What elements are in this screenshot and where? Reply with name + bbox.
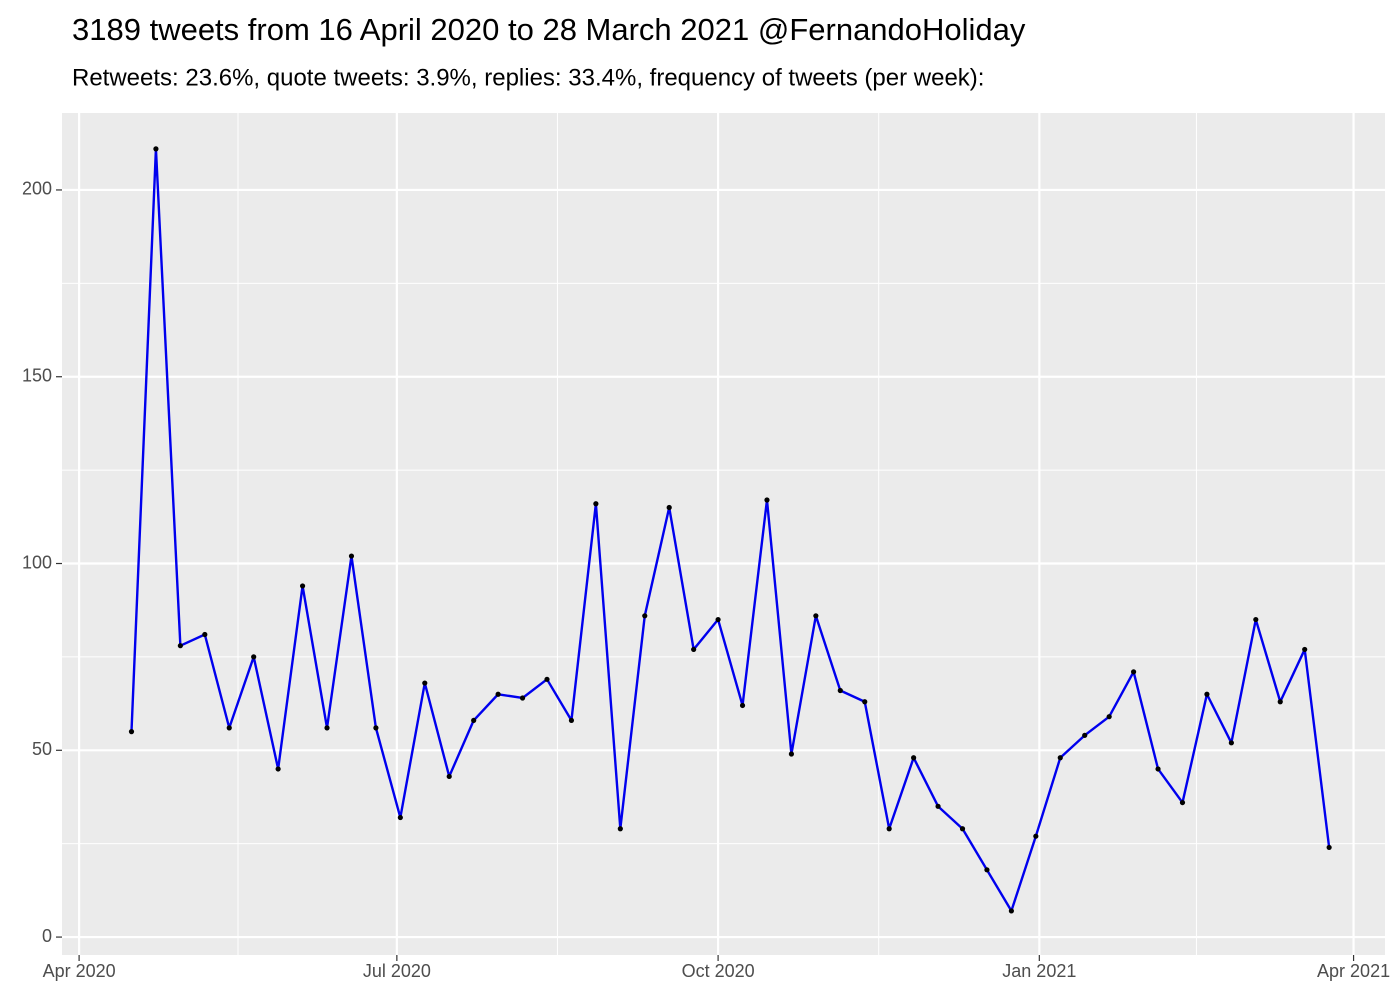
point (959, 826, 966, 832)
point (1302, 646, 1308, 653)
x-tick-label: Apr 2020 (43, 961, 116, 981)
point (935, 803, 941, 809)
point (1155, 766, 1161, 772)
point (886, 826, 892, 832)
point (251, 654, 257, 660)
point (495, 691, 501, 697)
point (1277, 699, 1283, 705)
point (1130, 669, 1137, 675)
chart-subtitle: Retweets: 23.6%, quote tweets: 3.9%, rep… (72, 64, 984, 91)
y-tick-label: 100 (22, 552, 52, 572)
point (813, 613, 819, 619)
point (1326, 844, 1332, 851)
point (911, 755, 917, 761)
point (666, 504, 672, 511)
point (471, 717, 477, 724)
point (446, 773, 452, 780)
x-tick-label: Apr 2021 (1317, 961, 1390, 981)
point (739, 702, 746, 709)
point (1082, 732, 1088, 738)
point (324, 725, 330, 731)
y-tick-label: 50 (32, 739, 52, 759)
point (788, 751, 795, 757)
point (1204, 691, 1210, 697)
x-tick-label: Jan 2021 (1002, 961, 1076, 981)
point (1008, 908, 1014, 914)
point (1057, 755, 1063, 761)
point (519, 695, 526, 701)
point (984, 867, 990, 873)
point (422, 680, 428, 686)
point (226, 725, 232, 731)
point (299, 583, 306, 589)
point (177, 643, 183, 649)
point (1253, 616, 1259, 623)
y-tick-label: 150 (22, 365, 52, 385)
point (617, 826, 623, 832)
point (397, 814, 403, 821)
point (764, 497, 770, 503)
point (1106, 714, 1112, 720)
point (691, 646, 697, 653)
point (862, 699, 868, 705)
point (1228, 740, 1234, 746)
point (1033, 833, 1039, 839)
x-tick-label: Jul 2020 (363, 961, 431, 981)
point (128, 729, 135, 735)
y-tick-label: 0 (42, 926, 52, 946)
point (1179, 799, 1186, 806)
x-tick-label: Oct 2020 (682, 961, 755, 981)
point (153, 146, 159, 152)
point (348, 553, 355, 559)
point (593, 501, 599, 507)
y-tick-label: 200 (22, 179, 52, 199)
point (715, 616, 721, 623)
point (568, 717, 575, 724)
point (373, 725, 379, 731)
chart-title: 3189 tweets from 16 April 2020 to 28 Mar… (72, 12, 1026, 47)
point (275, 766, 281, 772)
point (544, 676, 550, 682)
point (202, 631, 208, 638)
point (642, 613, 648, 619)
plot-panel (62, 113, 1385, 955)
point (837, 687, 843, 694)
line (130, 147, 1331, 913)
